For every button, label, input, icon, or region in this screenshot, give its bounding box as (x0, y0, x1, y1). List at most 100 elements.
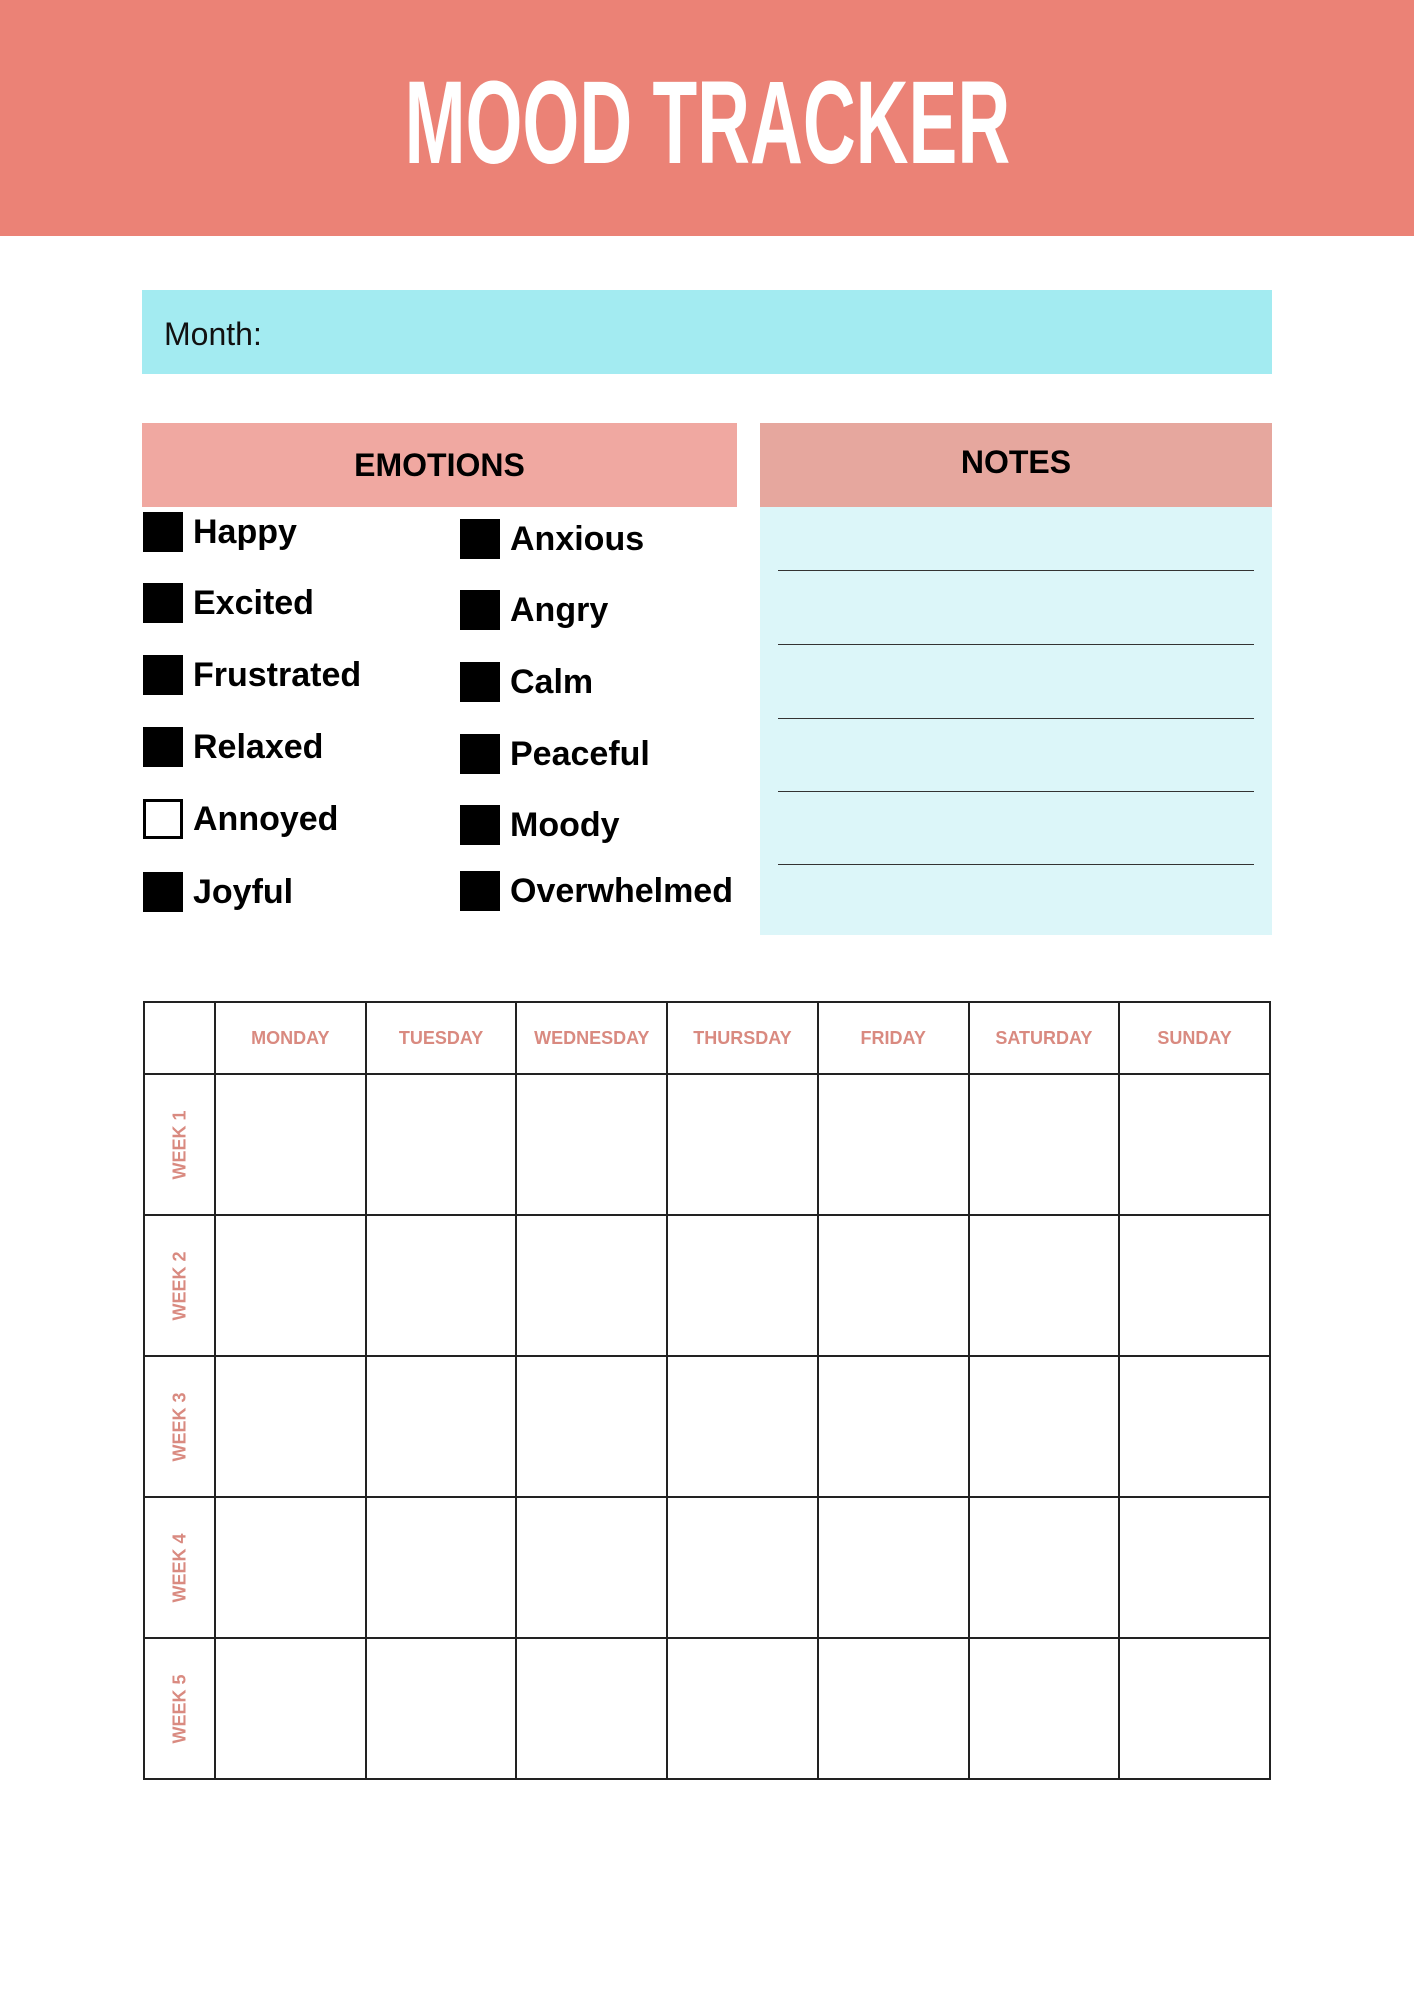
day-cell[interactable] (364, 1637, 518, 1780)
day-cell[interactable] (666, 1496, 819, 1639)
day-cell[interactable] (967, 1355, 1121, 1498)
emotion-color-swatch[interactable] (143, 799, 183, 839)
day-cell[interactable] (816, 1073, 970, 1216)
emotion-item[interactable]: Joyful (143, 870, 293, 914)
day-cell[interactable] (1118, 1355, 1271, 1498)
emotion-color-swatch[interactable] (460, 519, 500, 559)
day-cell[interactable] (515, 1637, 669, 1780)
day-header: FRIDAY (816, 1001, 970, 1075)
week-row: WEEK 5 (143, 1637, 1271, 1780)
month-label: Month: (164, 316, 262, 352)
emotion-item[interactable]: Anxious (460, 517, 644, 561)
emotion-item[interactable]: Calm (460, 660, 593, 704)
day-cell[interactable] (364, 1073, 518, 1216)
emotion-color-swatch[interactable] (143, 727, 183, 767)
notes-line[interactable] (778, 570, 1254, 571)
notes-line[interactable] (778, 791, 1254, 792)
day-header: TUESDAY (364, 1001, 518, 1075)
emotion-color-swatch[interactable] (460, 662, 500, 702)
emotion-label: Happy (193, 512, 297, 551)
emotion-label: Peaceful (510, 734, 650, 773)
header-banner (0, 0, 1414, 236)
day-cell[interactable] (515, 1496, 669, 1639)
day-cell[interactable] (214, 1355, 367, 1498)
emotion-label: Frustrated (193, 655, 362, 694)
emotion-item[interactable]: Happy (143, 510, 297, 554)
notes-line[interactable] (778, 718, 1254, 719)
emotion-item[interactable]: Moody (460, 803, 620, 847)
emotions-header: EMOTIONS (142, 423, 737, 507)
day-cell[interactable] (364, 1355, 518, 1498)
day-cell[interactable] (214, 1637, 367, 1780)
emotion-label: Excited (193, 583, 314, 622)
day-header: SUNDAY (1118, 1001, 1271, 1075)
week-row: WEEK 2 (143, 1214, 1271, 1357)
day-cell[interactable] (1118, 1214, 1271, 1357)
emotion-color-swatch[interactable] (143, 583, 183, 623)
week-label: WEEK 4 (169, 1532, 189, 1603)
notes-line[interactable] (778, 644, 1254, 645)
day-cell[interactable] (816, 1355, 970, 1498)
emotion-label: Annoyed (193, 799, 339, 838)
emotion-color-swatch[interactable] (460, 805, 500, 845)
week-label: WEEK 3 (169, 1391, 189, 1462)
corner-cell (143, 1001, 216, 1075)
day-cell[interactable] (666, 1214, 819, 1357)
emotion-color-swatch[interactable] (460, 871, 500, 911)
day-cell[interactable] (364, 1214, 518, 1357)
day-cell[interactable] (515, 1073, 669, 1216)
day-cell[interactable] (967, 1496, 1121, 1639)
emotion-label: Relaxed (193, 727, 324, 766)
emotion-item[interactable]: Excited (143, 581, 314, 625)
day-cell[interactable] (515, 1355, 669, 1498)
mood-calendar-grid: MONDAY TUESDAY WEDNESDAY THURSDAY FRIDAY SATU… (143, 1001, 1271, 1780)
week-label-cell: WEEK 2 (143, 1214, 216, 1357)
page-title: MOOD TRACKER (404, 57, 1010, 189)
day-cell[interactable] (666, 1073, 819, 1216)
notes-area[interactable] (760, 507, 1272, 935)
emotion-color-swatch[interactable] (143, 872, 183, 912)
week-label-cell: WEEK 4 (143, 1496, 216, 1639)
day-cell[interactable] (214, 1073, 367, 1216)
emotion-label: Calm (510, 662, 594, 701)
week-label: WEEK 1 (169, 1109, 189, 1180)
day-cell[interactable] (816, 1214, 970, 1357)
day-cell[interactable] (1118, 1496, 1271, 1639)
week-label: WEEK 2 (169, 1250, 189, 1321)
week-label-cell: WEEK 1 (143, 1073, 216, 1216)
day-cell[interactable] (816, 1496, 970, 1639)
day-cell[interactable] (967, 1073, 1121, 1216)
emotion-color-swatch[interactable] (460, 590, 500, 630)
day-cell[interactable] (967, 1637, 1121, 1780)
emotion-item[interactable]: Frustrated (143, 653, 361, 697)
emotion-label: Overwhelmed (510, 871, 733, 910)
week-label: WEEK 5 (169, 1673, 189, 1744)
emotion-item[interactable]: Annoyed (143, 797, 338, 841)
day-cell[interactable] (967, 1214, 1121, 1357)
day-header: MONDAY (214, 1001, 367, 1075)
day-cell[interactable] (1118, 1073, 1271, 1216)
emotion-item[interactable]: Angry (460, 588, 608, 632)
day-header: SATURDAY (967, 1001, 1121, 1075)
emotion-color-swatch[interactable] (460, 734, 500, 774)
day-cell[interactable] (214, 1214, 367, 1357)
day-cell[interactable] (666, 1355, 819, 1498)
notes-header: NOTES (760, 423, 1272, 507)
day-cell[interactable] (816, 1637, 970, 1780)
emotion-label: Anxious (510, 519, 645, 558)
emotion-item[interactable]: Relaxed (143, 725, 323, 769)
emotion-label: Moody (510, 805, 620, 844)
day-cell[interactable] (1118, 1637, 1271, 1780)
week-row: WEEK 4 (143, 1496, 1271, 1639)
emotion-item[interactable]: Overwhelmed (460, 869, 733, 913)
day-cell[interactable] (666, 1637, 819, 1780)
week-row: WEEK 3 (143, 1355, 1271, 1498)
emotion-color-swatch[interactable] (143, 512, 183, 552)
day-cell[interactable] (515, 1214, 669, 1357)
month-field[interactable]: Month: (142, 290, 1272, 374)
day-cell[interactable] (364, 1496, 518, 1639)
notes-line[interactable] (778, 864, 1254, 865)
emotion-item[interactable]: Peaceful (460, 732, 650, 776)
day-cell[interactable] (214, 1496, 367, 1639)
emotion-color-swatch[interactable] (143, 655, 183, 695)
